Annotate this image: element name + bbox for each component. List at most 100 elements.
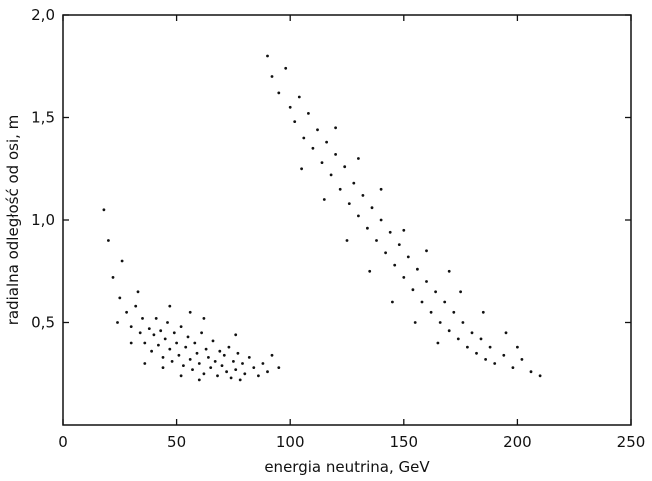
data-point: [143, 341, 147, 345]
data-point: [434, 290, 437, 294]
data-point: [345, 239, 349, 242]
data-point: [416, 267, 419, 271]
data-point: [406, 255, 410, 259]
data-point: [488, 345, 492, 349]
data-point: [220, 364, 224, 367]
data-point: [184, 345, 188, 349]
data-point: [270, 353, 274, 357]
data-point: [307, 112, 310, 115]
data-point: [397, 243, 401, 247]
data-point: [207, 356, 210, 359]
data-point: [538, 374, 542, 378]
x-tick-label: 150: [389, 433, 418, 451]
data-point: [322, 198, 326, 201]
data-point: [516, 345, 519, 349]
data-point: [300, 167, 303, 171]
data-point: [222, 353, 226, 357]
data-point: [159, 329, 163, 333]
data-point: [202, 317, 206, 320]
y-tick-label: 1,0: [31, 211, 55, 229]
data-point: [456, 337, 460, 341]
data-point: [343, 165, 347, 169]
data-point: [241, 362, 244, 365]
data-point: [429, 310, 433, 314]
data-point: [257, 374, 260, 378]
data-point: [252, 366, 256, 369]
data-point: [502, 353, 506, 357]
data-point: [213, 360, 217, 363]
data-point: [411, 288, 415, 292]
data-point: [334, 153, 337, 156]
data-point: [266, 370, 269, 374]
data-point: [186, 335, 190, 339]
data-point: [261, 362, 265, 365]
data-points: [102, 54, 542, 382]
data-point: [284, 66, 288, 70]
data-point: [147, 327, 151, 330]
data-point: [209, 366, 213, 369]
data-point: [352, 181, 356, 185]
data-point: [466, 345, 469, 349]
data-point: [197, 362, 201, 365]
data-point: [216, 374, 219, 378]
data-point: [484, 358, 487, 361]
data-point: [302, 136, 306, 140]
x-axis-label: energia neutrina, GeV: [264, 458, 430, 476]
data-point: [425, 249, 428, 253]
data-point: [166, 321, 169, 324]
data-point: [413, 321, 417, 324]
data-point: [193, 341, 197, 345]
data-point: [402, 276, 406, 279]
data-point: [120, 259, 124, 263]
data-point: [475, 351, 478, 355]
x-tick-label: 200: [503, 433, 532, 451]
data-point: [211, 339, 215, 343]
data-point: [436, 341, 440, 345]
data-point: [277, 91, 281, 95]
data-point: [202, 372, 206, 376]
data-point: [402, 228, 406, 232]
data-point: [157, 343, 160, 347]
data-point: [247, 356, 251, 359]
x-tick-label: 250: [617, 433, 646, 451]
data-point: [107, 239, 110, 242]
data-point: [177, 353, 181, 357]
data-point: [529, 370, 533, 374]
data-point: [277, 366, 281, 369]
data-point: [238, 378, 242, 382]
data-point: [361, 194, 365, 197]
data-point: [163, 337, 167, 341]
data-point: [420, 300, 424, 304]
data-point: [443, 300, 447, 304]
data-point: [200, 331, 204, 335]
data-point: [182, 364, 185, 367]
plot-frame: [62, 14, 632, 426]
data-point: [179, 325, 183, 328]
data-point: [111, 276, 115, 279]
data-point: [191, 368, 194, 371]
x-axis-ticks: 0 50 100 150 200 250: [58, 15, 645, 451]
data-point: [225, 370, 229, 374]
data-point: [470, 331, 474, 335]
data-point: [270, 75, 274, 78]
data-point: [118, 296, 122, 300]
data-point: [204, 347, 208, 351]
data-point: [136, 290, 140, 294]
data-point: [368, 269, 372, 273]
data-point: [366, 226, 369, 230]
data-point: [293, 120, 297, 123]
data-point: [168, 304, 172, 308]
data-point: [161, 356, 165, 359]
data-point: [347, 202, 351, 206]
data-point: [116, 321, 119, 324]
data-point: [234, 333, 238, 337]
data-point: [218, 349, 222, 353]
data-point: [459, 290, 462, 294]
data-point: [143, 362, 147, 365]
data-point: [170, 360, 174, 363]
x-tick-label: 100: [276, 433, 305, 451]
data-point: [504, 331, 508, 335]
data-point: [150, 349, 154, 353]
data-point: [129, 341, 133, 345]
